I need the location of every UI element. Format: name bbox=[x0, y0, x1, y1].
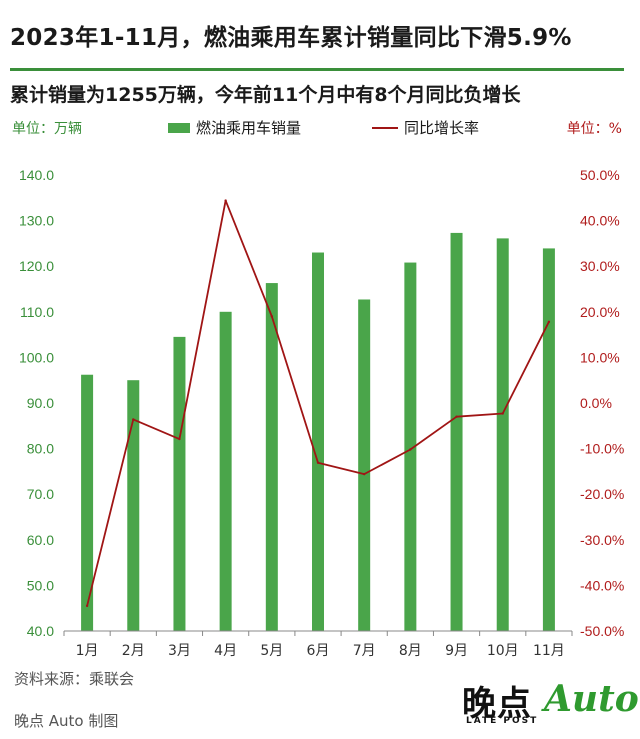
right-axis-tick-label: -10.0% bbox=[580, 441, 624, 457]
sales-bar bbox=[542, 248, 555, 631]
sales-bar bbox=[127, 380, 140, 631]
sales-bar bbox=[173, 336, 186, 631]
right-axis-tick-label: 40.0% bbox=[580, 213, 620, 229]
combo-chart: 140.0 130.0 120.0 110.0 100.0 90.0 80.0 70.0 60.… bbox=[19, 167, 624, 659]
right-axis-tick-label: 50.0% bbox=[580, 167, 620, 183]
right-axis-tick-label: -50.0% bbox=[580, 623, 624, 639]
right-axis-tick-label: 10.0% bbox=[580, 349, 620, 365]
logo-en-text: LATE POST bbox=[466, 716, 539, 726]
left-axis-tick-label: 120.0 bbox=[19, 258, 54, 274]
x-axis-tick-label: 5月 bbox=[260, 643, 283, 659]
legend-line-label: 同比增长率 bbox=[404, 119, 480, 137]
right-axis-tick-label: 0.0% bbox=[580, 395, 612, 411]
x-axis-tick-label: 2月 bbox=[122, 643, 145, 659]
sales-bar bbox=[358, 299, 371, 631]
right-axis-tick-label: 20.0% bbox=[580, 304, 620, 320]
yoy-growth-point bbox=[501, 412, 504, 415]
left-axis-tick-label: 100.0 bbox=[19, 349, 54, 365]
x-axis-tick-label: 9月 bbox=[445, 643, 468, 659]
sales-bar bbox=[312, 252, 324, 631]
left-axis-unit: 单位：万辆 bbox=[12, 121, 82, 137]
right-axis-tick-label: -30.0% bbox=[580, 532, 624, 548]
right-axis-tick-label: -40.0% bbox=[580, 577, 624, 593]
left-axis-tick-label: 50.0 bbox=[27, 577, 54, 593]
legend-line-entry: 同比增长率 bbox=[372, 117, 479, 138]
x-axis-tick-label: 6月 bbox=[307, 643, 330, 659]
left-axis-tick-label: 130.0 bbox=[19, 213, 54, 229]
yoy-growth-point bbox=[178, 437, 181, 441]
sales-bar bbox=[450, 232, 463, 632]
title-divider bbox=[10, 68, 624, 71]
x-axis-tick-label: 7月 bbox=[353, 643, 376, 659]
right-axis-tick-label: 30.0% bbox=[580, 258, 620, 274]
yoy-growth-point bbox=[316, 461, 320, 464]
right-axis-tick-label: -20.0% bbox=[580, 486, 624, 502]
left-axis-tick-label: 60.0 bbox=[27, 532, 54, 548]
left-axis-tick-label: 70.0 bbox=[27, 486, 54, 502]
sales-bar bbox=[81, 374, 94, 631]
yoy-growth-point bbox=[132, 418, 135, 421]
x-axis-tick-label: 8月 bbox=[399, 643, 422, 659]
right-axis-unit: 单位：% bbox=[566, 121, 622, 137]
yoy-growth-point bbox=[362, 472, 366, 476]
chart-credit: 晚点 Auto 制图 bbox=[14, 712, 119, 730]
sales-bar bbox=[265, 283, 278, 631]
legend-bar-entry: 燃油乘用车销量 bbox=[168, 117, 301, 138]
sales-bar bbox=[404, 262, 417, 631]
yoy-growth-point bbox=[270, 315, 274, 318]
x-axis-tick-label: 1月 bbox=[76, 643, 99, 659]
legend-line-swatch bbox=[372, 126, 398, 129]
left-axis-tick-label: 90.0 bbox=[27, 395, 54, 411]
left-axis-tick-label: 140.0 bbox=[19, 167, 54, 183]
x-axis-tick-label: 11月 bbox=[533, 643, 565, 659]
yoy-growth-point bbox=[547, 320, 551, 324]
left-axis-tick-label: 80.0 bbox=[27, 441, 54, 457]
x-axis-tick-label: 4月 bbox=[214, 643, 237, 659]
yoy-growth-point bbox=[224, 199, 227, 202]
left-axis-tick-label: 40.0 bbox=[27, 623, 54, 639]
legend-bar-label: 燃油乘用车销量 bbox=[196, 119, 302, 137]
yoy-growth-point bbox=[455, 415, 458, 418]
page-title: 2023年1-11月，燃油乘用车累计销量同比下滑5.9% bbox=[10, 25, 572, 51]
x-axis-tick-label: 10月 bbox=[487, 643, 519, 659]
x-axis-tick-label: 3月 bbox=[168, 643, 191, 659]
logo-cn-text: 晚点 bbox=[462, 684, 532, 724]
logo-auto-text: Auto bbox=[544, 678, 639, 720]
page-subtitle: 累计销量为1255万辆，今年前11个月中有8个月同比负增长 bbox=[10, 84, 521, 106]
latepost-auto-logo: 晚点 LATE POST Auto bbox=[462, 676, 639, 732]
yoy-growth-point bbox=[85, 604, 89, 608]
sales-bar bbox=[219, 311, 232, 631]
sales-bar bbox=[496, 238, 509, 631]
left-axis-tick-label: 110.0 bbox=[20, 304, 54, 320]
data-source: 资料来源：乘联会 bbox=[14, 670, 135, 688]
legend-bar-swatch bbox=[168, 122, 190, 133]
yoy-growth-point bbox=[409, 448, 412, 451]
